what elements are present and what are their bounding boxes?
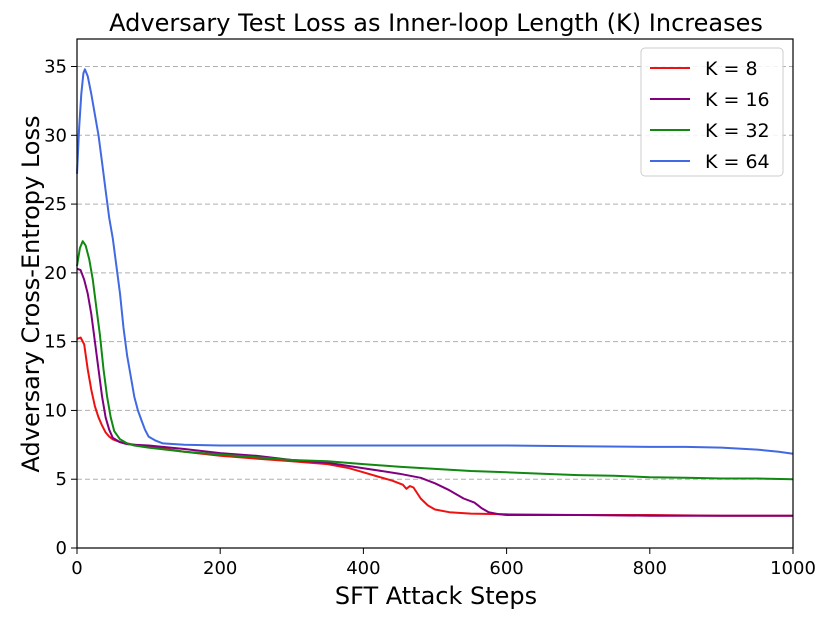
legend-label: K = 16 — [705, 89, 770, 111]
legend-label: K = 64 — [705, 151, 770, 173]
x-axis-ticks: 0 200 400 600 800 1000 — [71, 548, 816, 579]
series-line-k8 — [76, 336, 793, 517]
x-tick-label: 0 — [71, 558, 82, 579]
legend-box — [640, 47, 784, 177]
x-axis-label: SFT Attack Steps — [335, 582, 537, 610]
y-tick-label: 20 — [44, 263, 67, 284]
x-tick-label: 800 — [633, 558, 667, 579]
y-tick-label: 5 — [56, 469, 67, 490]
y-axis-label: Adversary Cross-Entropy Loss — [17, 116, 45, 473]
legend-label: K = 8 — [705, 58, 758, 80]
x-tick-label: 1000 — [770, 558, 816, 579]
plot-frame — [76, 38, 794, 549]
y-tick-label: 30 — [44, 125, 67, 146]
series-lines — [76, 68, 794, 517]
x-tick-label: 400 — [346, 558, 380, 579]
y-axis-ticks: 0 5 10 15 20 25 30 35 — [44, 57, 77, 559]
y-tick-label: 35 — [44, 57, 67, 78]
legend: K = 8 K = 16 K = 32 K = 64 — [640, 47, 784, 177]
y-tick-label: 0 — [56, 538, 67, 559]
chart-title: Adversary Test Loss as Inner-loop Length… — [109, 9, 763, 37]
series-line-k16 — [76, 267, 793, 517]
y-tick-label: 25 — [44, 194, 67, 215]
y-tick-label: 10 — [44, 400, 67, 421]
series-line-k32 — [76, 240, 794, 481]
series-line-k64 — [76, 68, 794, 455]
x-tick-label: 600 — [489, 558, 523, 579]
legend-label: K = 32 — [705, 120, 770, 142]
y-tick-label: 15 — [44, 332, 67, 353]
x-tick-label: 200 — [203, 558, 237, 579]
